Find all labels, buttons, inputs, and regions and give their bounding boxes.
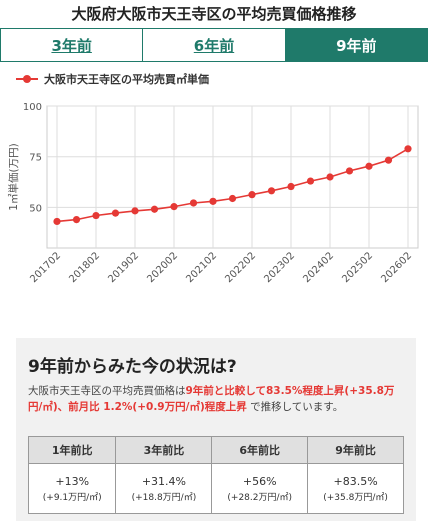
summary-highlight: 9年前と比較して83.5%程度上昇(+35.8万円/㎡)、前月比 1.2%(+0…: [28, 385, 395, 413]
x-tick-label: 202502: [340, 250, 375, 285]
x-tick-label: 201702: [28, 250, 63, 285]
y-axis-label: 1㎡単価(万円): [7, 143, 20, 210]
summary-card: 9年前からみた今の状況は? 大阪市天王寺区の平均売買価格は9年前と比較して83.…: [16, 338, 416, 521]
data-point: [170, 203, 178, 211]
data-point: [345, 167, 354, 175]
amt-9-years: (+35.8万円/㎡): [323, 492, 388, 503]
pct-3-years: +31.4%: [141, 474, 186, 488]
amt-1-year: (+9.1万円/㎡): [42, 492, 102, 503]
summary-text-prefix: 大阪市天王寺区の平均売買価格は: [28, 385, 186, 397]
header-1-year: 1年前比: [27, 436, 117, 464]
data-point: [365, 162, 373, 170]
data-point: [209, 197, 217, 205]
legend-label: 大阪市天王寺区の平均売買㎡単価: [44, 73, 209, 86]
amt-3-years: (+18.8万円/㎡): [131, 492, 197, 503]
header-6-years: 6年前比: [211, 436, 309, 464]
data-point: [189, 199, 198, 207]
pct-9-years: +83.5%: [333, 474, 378, 488]
comparison-table: 1年前比 3年前比 6年前比 9年前比 +13% (+9.1万円/㎡) +31.…: [27, 436, 404, 514]
x-tick-label: 201802: [67, 250, 102, 285]
x-tick-label: 202102: [184, 250, 219, 285]
legend-line-marker-icon: [16, 74, 38, 84]
x-tick-label: 202402: [301, 250, 336, 285]
data-point: [287, 182, 295, 191]
cell-9-years: +83.5% (+35.8万円/㎡): [307, 463, 404, 514]
data-point: [384, 156, 393, 164]
cell-6-years: +56% (+28.2万円/㎡): [211, 463, 309, 514]
summary-title: 9年前からみた今の状況は?: [28, 357, 237, 377]
tab-9-years[interactable]: 9年前: [285, 29, 427, 61]
plot-area: [46, 105, 419, 249]
y-tick-label: 75: [29, 153, 42, 164]
data-point: [267, 187, 276, 195]
page-title: 大阪府大阪市天王寺区の平均売買価格推移: [71, 5, 357, 23]
x-tick-label: 202302: [262, 250, 297, 285]
header-9-years: 9年前比: [307, 436, 404, 464]
series-line: [56, 148, 409, 223]
data-point: [72, 216, 81, 224]
data-point: [228, 194, 237, 203]
x-tick-label: 202202: [223, 250, 258, 285]
pct-1-year: +13%: [55, 474, 90, 488]
x-tick-label: 201902: [106, 250, 141, 285]
data-point: [111, 209, 120, 217]
data-point: [131, 207, 139, 215]
cell-1-year: +13% (+9.1万円/㎡): [27, 463, 117, 514]
cell-3-years: +31.4% (+18.8万円/㎡): [115, 463, 213, 514]
summary-text: 大阪市天王寺区の平均売買価格は9年前と比較して83.5%程度上昇(+35.8万円…: [28, 383, 404, 415]
table-header-row: 1年前比 3年前比 6年前比 9年前比: [27, 436, 404, 464]
y-tick-label: 100: [23, 102, 42, 113]
amt-6-years: (+28.2万円/㎡): [227, 492, 293, 503]
pct-6-years: +56%: [242, 474, 277, 488]
summary-text-suffix: で推移しています。: [246, 401, 344, 413]
chart-legend[interactable]: 大阪市天王寺区の平均売買㎡単価: [16, 71, 209, 87]
header-3-years: 3年前比: [115, 436, 213, 464]
y-tick-label: 50: [29, 203, 42, 214]
data-point: [404, 145, 412, 153]
x-tick-label: 202602: [379, 250, 414, 285]
data-point: [150, 205, 159, 213]
data-point: [326, 173, 334, 181]
data-point: [53, 217, 61, 226]
data-point: [92, 211, 100, 220]
x-tick-label: 202002: [145, 250, 180, 285]
table-row: +13% (+9.1万円/㎡) +31.4% (+18.8万円/㎡) +56% …: [27, 463, 404, 514]
period-tabs: 3年前 6年前 9年前: [0, 28, 428, 62]
tab-3-years[interactable]: 3年前: [1, 29, 144, 61]
data-point: [248, 191, 256, 199]
data-point: [306, 177, 315, 185]
tab-6-years[interactable]: 6年前: [143, 29, 286, 61]
